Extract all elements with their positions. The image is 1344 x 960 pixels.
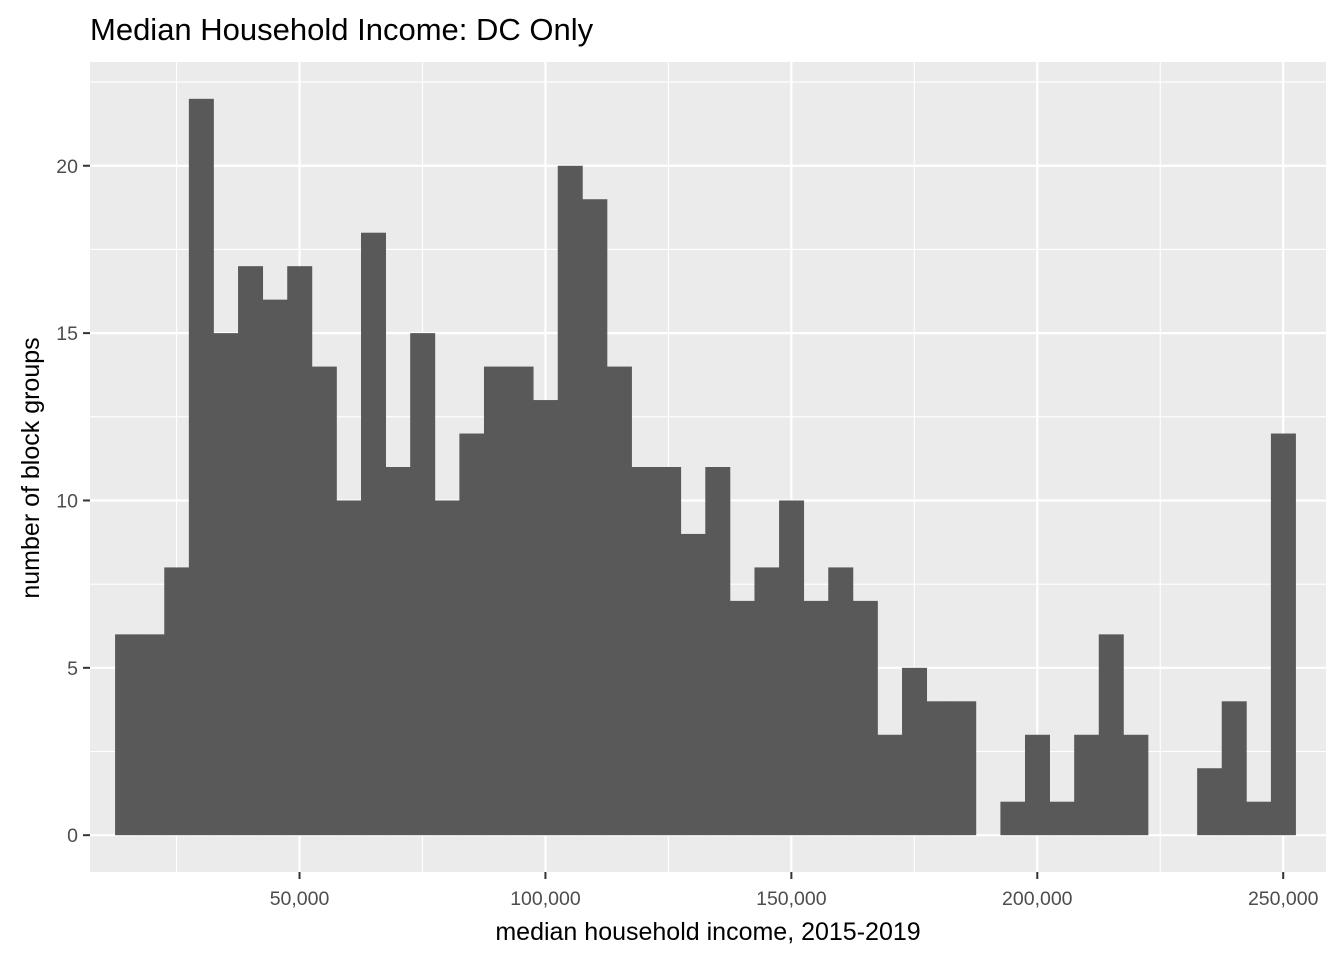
y-tick-label: 5 [67, 658, 78, 680]
histogram-bar [926, 701, 952, 836]
histogram-bar [459, 433, 485, 836]
histogram-bar [139, 634, 165, 836]
x-tick-label: 200,000 [1002, 888, 1073, 910]
histogram-bar [803, 600, 829, 836]
histogram-bar [287, 266, 313, 836]
histogram-bar [656, 467, 682, 836]
histogram-bar [1098, 634, 1124, 836]
histogram-bar [606, 366, 632, 836]
histogram-bar [361, 232, 386, 836]
x-axis-title: median household income, 2015-2019 [495, 918, 920, 946]
histogram-bar [533, 400, 559, 836]
x-tick-label: 50,000 [270, 888, 330, 910]
histogram-bar [1024, 734, 1050, 836]
histogram-bar [238, 266, 264, 836]
y-tick-label: 0 [67, 825, 78, 847]
y-axis-title: number of block groups [17, 337, 45, 598]
x-axis-ticks: 50,000 100,000 150,000 200,000 250,000 [270, 872, 1319, 910]
histogram-bar [557, 165, 583, 836]
chart-title: Median Household Income: DC Only [90, 12, 594, 47]
histogram-bar [951, 701, 977, 836]
histogram-bar [410, 333, 436, 836]
histogram-bar [1221, 701, 1247, 836]
histogram-bar [188, 98, 214, 836]
y-tick-label: 10 [56, 490, 78, 512]
histogram-bar [1123, 734, 1149, 836]
x-tick-label: 100,000 [510, 888, 581, 910]
histogram-bar [754, 567, 780, 836]
histogram-bar [828, 567, 854, 836]
histogram-bar [311, 366, 337, 836]
histogram-bar [483, 366, 509, 836]
histogram-bar [1197, 768, 1223, 836]
x-tick-label: 150,000 [756, 888, 827, 910]
histogram-bars [115, 98, 1296, 836]
histogram-bar [631, 467, 657, 836]
histogram-bar [508, 366, 534, 836]
y-axis-ticks: 0 5 10 15 20 [56, 156, 90, 847]
histogram-bar [902, 667, 928, 836]
histogram-bar [852, 600, 878, 836]
histogram-bar [1049, 801, 1075, 836]
histogram-bar [262, 299, 288, 836]
histogram-bar [1246, 801, 1272, 836]
histogram-bar [729, 600, 755, 836]
histogram-bar [385, 467, 411, 836]
histogram-bar [1270, 433, 1296, 836]
histogram-bar [164, 567, 190, 836]
histogram-bar [877, 734, 903, 836]
histogram-bar [336, 500, 362, 836]
histogram-bar [705, 467, 731, 836]
histogram-bar [115, 634, 141, 836]
y-tick-label: 20 [56, 156, 78, 178]
histogram-bar [680, 533, 706, 836]
histogram-bar [1074, 734, 1100, 836]
y-tick-label: 15 [56, 323, 78, 345]
histogram-bar [779, 500, 805, 836]
x-tick-label: 250,000 [1248, 888, 1319, 910]
histogram-bar [582, 199, 608, 836]
histogram-bar [434, 500, 460, 836]
histogram-bar [213, 333, 239, 836]
histogram-bar [1000, 801, 1026, 836]
